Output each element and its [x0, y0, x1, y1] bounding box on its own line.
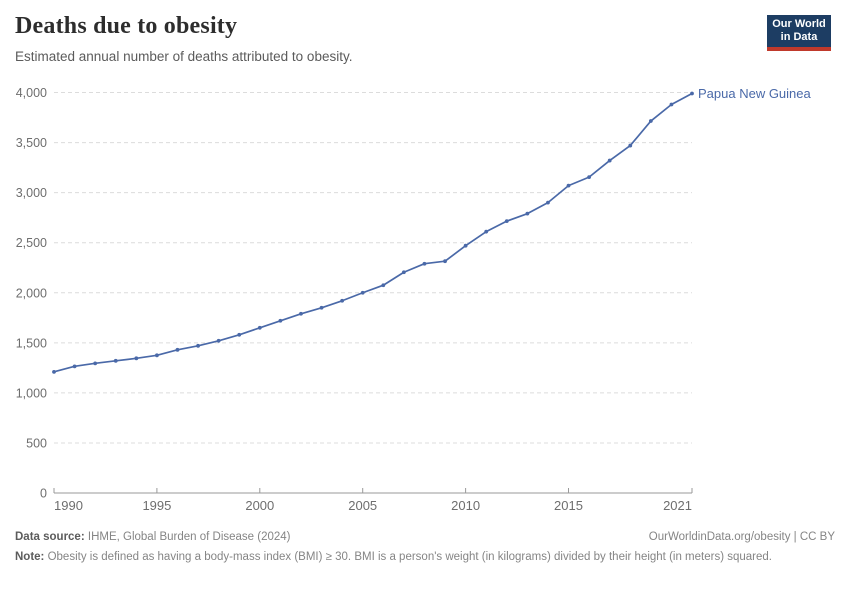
chart-header: Deaths due to obesity Estimated annual n…: [15, 12, 835, 65]
data-point[interactable]: [237, 332, 242, 337]
y-tick-label: 2,000: [16, 286, 47, 300]
data-point[interactable]: [401, 270, 406, 275]
data-point[interactable]: [216, 338, 221, 343]
data-point[interactable]: [134, 356, 139, 361]
data-point[interactable]: [587, 175, 591, 180]
owid-license-link[interactable]: OurWorldinData.org/obesity | CC BY: [648, 531, 835, 543]
data-point[interactable]: [175, 347, 180, 352]
data-point[interactable]: [319, 305, 324, 310]
data-point[interactable]: [607, 158, 612, 163]
data-source: Data source: IHME, Global Burden of Dise…: [15, 530, 291, 545]
y-tick-label: 1,000: [16, 386, 47, 400]
x-tick-label: 2005: [348, 498, 377, 513]
data-point[interactable]: [155, 353, 159, 358]
data-point[interactable]: [278, 318, 283, 323]
y-tick-label: 1,500: [16, 336, 47, 350]
data-point[interactable]: [257, 325, 262, 330]
page-title: Deaths due to obesity: [15, 13, 238, 39]
data-point[interactable]: [340, 298, 345, 303]
data-point[interactable]: [628, 143, 633, 148]
y-tick-label: 4,000: [16, 86, 47, 100]
data-point[interactable]: [443, 259, 447, 264]
data-line: [53, 92, 693, 373]
data-point[interactable]: [52, 369, 56, 374]
owid-logo[interactable]: Our World in Data: [767, 15, 831, 51]
chart-footer: Data source: IHME, Global Burden of Dise…: [15, 530, 835, 565]
data-source-label: Data source:: [15, 531, 85, 543]
y-tick-label: 3,000: [16, 186, 47, 200]
x-tick-label: 2021: [663, 498, 692, 513]
y-tick-label: 2,500: [16, 236, 47, 250]
data-point[interactable]: [669, 102, 674, 107]
x-tick-label: 2000: [245, 498, 274, 513]
data-point[interactable]: [484, 229, 489, 234]
data-point[interactable]: [690, 91, 694, 96]
data-point[interactable]: [93, 361, 98, 366]
data-point[interactable]: [113, 358, 118, 363]
data-point[interactable]: [299, 311, 303, 316]
data-point[interactable]: [648, 119, 653, 123]
data-point[interactable]: [546, 200, 550, 205]
chart-subtitle: Estimated annual number of deaths attrib…: [15, 48, 353, 64]
note-label: Note:: [15, 550, 45, 563]
y-tick-label: 3,500: [16, 136, 47, 150]
owid-logo-line2: in Data: [780, 31, 818, 43]
entity-label[interactable]: Papua New Guinea: [698, 86, 812, 101]
y-tick-label: 500: [26, 436, 47, 450]
note-text: Obesity is defined as having a body-mass…: [47, 550, 772, 563]
y-tick-label: 0: [40, 487, 47, 501]
data-point[interactable]: [381, 283, 386, 288]
data-point[interactable]: [72, 364, 77, 369]
data-point[interactable]: [360, 290, 365, 295]
x-tick-label: 1995: [142, 498, 171, 513]
x-tick-label: 1990: [54, 498, 83, 513]
x-tick-label: 2015: [554, 498, 583, 513]
data-point[interactable]: [525, 211, 530, 216]
data-source-text: IHME, Global Burden of Disease (2024): [87, 531, 291, 543]
data-point[interactable]: [196, 343, 200, 348]
x-tick-label: 2010: [451, 498, 480, 513]
data-point[interactable]: [566, 183, 571, 188]
data-point[interactable]: [422, 261, 427, 266]
data-point[interactable]: [463, 243, 468, 248]
data-point[interactable]: [504, 219, 509, 224]
owid-logo-line1: Our World: [772, 18, 826, 30]
